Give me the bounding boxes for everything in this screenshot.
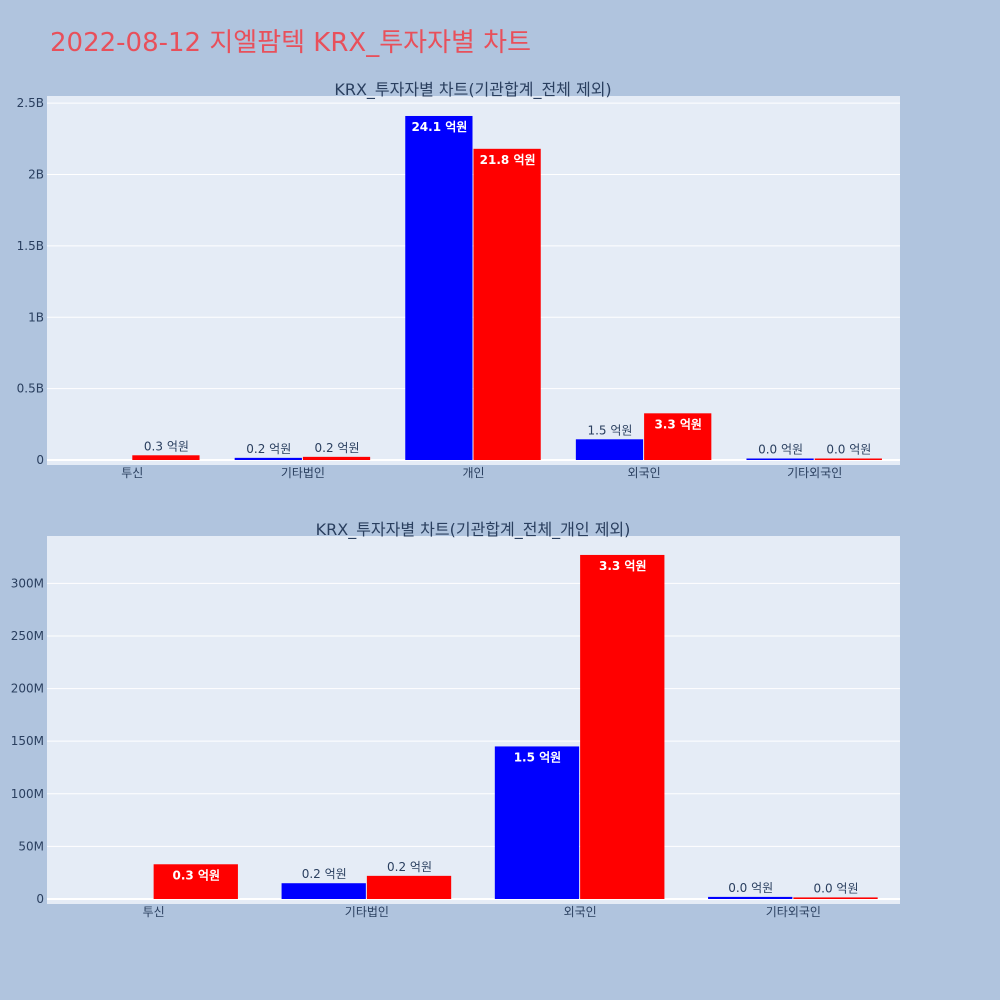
bar-sell (132, 455, 200, 460)
y-tick-label: 250M (11, 629, 44, 643)
bar-sell (302, 456, 371, 460)
y-tick-label: 1B (28, 310, 44, 324)
y-tick-label: 0 (36, 892, 44, 906)
data-label: 1.5 억원 (587, 423, 632, 437)
bar-buy (575, 439, 644, 460)
y-tick-label: 2.5B (17, 96, 44, 110)
data-label: 0.2 억원 (246, 442, 291, 456)
bar-buy (405, 115, 473, 460)
y-tick-label: 50M (18, 839, 44, 853)
bar-sell (580, 554, 665, 899)
page-title: 2022-08-12 지엘팜텍 KRX_투자자별 차트 (50, 28, 532, 58)
y-tick-label: 0 (36, 453, 44, 467)
y-tick-label: 200M (11, 682, 44, 696)
data-label: 0.0 억원 (758, 443, 803, 457)
x-tick-label: 기타법인 (345, 905, 389, 919)
plot-area (47, 536, 900, 904)
bar-sell (793, 897, 878, 899)
y-tick-label: 0.5B (17, 382, 44, 396)
data-label: 0.2 억원 (315, 441, 360, 455)
data-label: 3.3 억원 (599, 559, 647, 573)
data-label: 0.2 억원 (387, 860, 432, 874)
bar-buy (494, 746, 580, 899)
x-tick-label: 개인 (462, 466, 484, 480)
data-label: 0.0 억원 (826, 443, 871, 457)
x-tick-label: 투신 (143, 905, 165, 919)
data-label: 24.1 억원 (411, 120, 467, 134)
y-tick-label: 2B (28, 168, 44, 182)
x-tick-label: 기타외국인 (766, 905, 821, 919)
data-label: 0.3 억원 (173, 868, 221, 882)
data-label: 0.0 억원 (728, 881, 773, 895)
data-label: 0.3 억원 (144, 439, 189, 453)
y-tick-label: 100M (11, 787, 44, 801)
x-tick-label: 투신 (121, 466, 143, 480)
bar-buy (708, 896, 793, 899)
data-label: 3.3 억원 (654, 417, 702, 431)
x-tick-label: 기타법인 (281, 466, 325, 480)
data-label: 0.2 억원 (302, 867, 347, 881)
bar-sell (366, 875, 452, 899)
bar-buy (746, 458, 814, 460)
x-tick-label: 외국인 (564, 905, 597, 919)
bar-sell (814, 458, 882, 460)
chart-top-title: KRX_투자자별 차트(기관합계_전체 제외) (334, 80, 611, 100)
bar-buy (281, 883, 366, 899)
chart-bottom: KRX_투자자별 차트(기관합계_전체_개인 제외) 0 50M 100M 150M 2… (11, 520, 900, 919)
data-label: 1.5 억원 (514, 750, 562, 764)
data-label: 0.0 억원 (814, 881, 859, 895)
y-tick-label: 300M (11, 576, 44, 590)
data-label: 21.8 억원 (480, 153, 536, 167)
bar-buy (234, 457, 302, 460)
bar-sell (644, 413, 712, 460)
y-tick-label: 150M (11, 734, 44, 748)
chart-bottom-title: KRX_투자자별 차트(기관합계_전체_개인 제외) (316, 520, 631, 540)
x-tick-label: 기타외국인 (787, 466, 842, 480)
bar-sell (473, 148, 541, 461)
y-tick-label: 1.5B (17, 239, 44, 253)
bar-sell (153, 864, 238, 899)
x-tick-label: 외국인 (628, 466, 661, 480)
chart-top: KRX_투자자별 차트(기관합계_전체 제외) 0 0.5B 1B 1.5B 2B 2.5… (17, 80, 900, 480)
